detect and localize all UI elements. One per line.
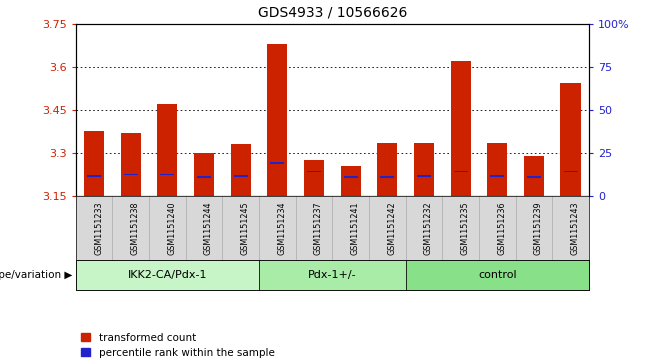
Bar [490, 175, 504, 177]
Bar [453, 171, 468, 172]
Text: GSM1151241: GSM1151241 [351, 201, 360, 254]
Text: GSM1151235: GSM1151235 [461, 201, 470, 255]
Bar [524, 156, 544, 196]
Bar [270, 162, 284, 164]
Bar [343, 176, 357, 178]
FancyBboxPatch shape [259, 260, 405, 290]
Bar [377, 143, 397, 196]
Bar [157, 104, 178, 196]
Bar [84, 131, 104, 196]
Bar [380, 176, 394, 178]
Text: GSM1151243: GSM1151243 [570, 201, 580, 254]
Text: GSM1151234: GSM1151234 [277, 201, 286, 254]
Bar [527, 176, 541, 178]
Bar [304, 160, 324, 196]
Text: GSM1151233: GSM1151233 [94, 201, 103, 254]
Text: GSM1151237: GSM1151237 [314, 201, 323, 255]
Bar [451, 61, 470, 196]
Bar [230, 144, 251, 196]
Text: GSM1151238: GSM1151238 [131, 201, 139, 254]
Bar [564, 171, 578, 172]
Text: control: control [478, 270, 517, 280]
Text: IKK2-CA/Pdx-1: IKK2-CA/Pdx-1 [128, 270, 207, 280]
Text: GSM1151242: GSM1151242 [388, 201, 396, 255]
Text: GSM1151239: GSM1151239 [534, 201, 543, 255]
Text: GSM1151245: GSM1151245 [241, 201, 249, 255]
Bar [417, 175, 431, 177]
Text: genotype/variation ▶: genotype/variation ▶ [0, 270, 72, 280]
Bar [124, 174, 138, 175]
Bar [267, 44, 288, 196]
Bar [87, 175, 101, 177]
Text: Pdx-1+/-: Pdx-1+/- [308, 270, 357, 280]
Legend: transformed count, percentile rank within the sample: transformed count, percentile rank withi… [81, 333, 274, 358]
FancyBboxPatch shape [405, 260, 589, 290]
Text: GSM1151240: GSM1151240 [167, 201, 176, 254]
Bar [120, 133, 141, 196]
Bar [197, 176, 211, 178]
FancyBboxPatch shape [76, 260, 259, 290]
Bar [561, 82, 580, 196]
Bar [307, 171, 321, 172]
Title: GDS4933 / 10566626: GDS4933 / 10566626 [257, 6, 407, 20]
Text: GSM1151232: GSM1151232 [424, 201, 433, 255]
Text: GSM1151244: GSM1151244 [204, 201, 213, 254]
Bar [161, 174, 174, 175]
Bar [414, 143, 434, 196]
Bar [487, 143, 507, 196]
Text: GSM1151236: GSM1151236 [497, 201, 506, 254]
Bar [234, 175, 247, 177]
Bar [341, 166, 361, 196]
Bar [194, 153, 214, 196]
